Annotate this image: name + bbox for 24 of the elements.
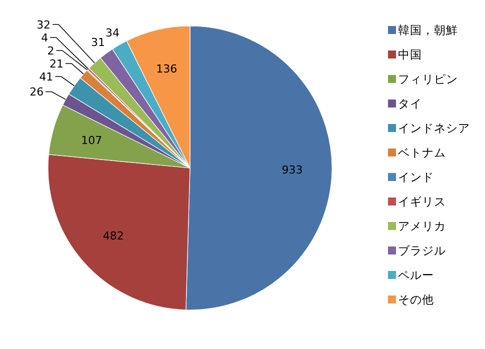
data-label: 41 [39, 70, 54, 84]
legend-label: その他 [398, 292, 434, 306]
data-label: 34 [106, 26, 120, 40]
data-label: 26 [30, 86, 44, 99]
legend-label: アメリカ [398, 219, 446, 233]
data-label: 4 [41, 31, 48, 44]
data-label: 32 [36, 18, 51, 32]
legend-label: ペルー [398, 268, 434, 282]
legend-label: タイ [398, 96, 422, 110]
legend-label: イギリス [398, 194, 446, 208]
data-label: 482 [102, 230, 124, 243]
legend-label: 韓国，朝鮮 [398, 23, 458, 37]
legend-label: インドネシア [398, 121, 470, 135]
data-label: 31 [91, 36, 106, 49]
legend-label: フィリピン [398, 72, 458, 86]
legend-label: 中国 [398, 48, 422, 62]
data-label: 2 [47, 44, 54, 58]
legend-label: ブラジル [398, 244, 446, 258]
data-label: 21 [50, 57, 64, 70]
data-label: 136 [156, 62, 178, 76]
data-label: 933 [282, 163, 303, 176]
legend-label: インド [398, 170, 434, 184]
legend-label: ベトナム [398, 146, 446, 160]
data-label: 107 [81, 134, 102, 147]
